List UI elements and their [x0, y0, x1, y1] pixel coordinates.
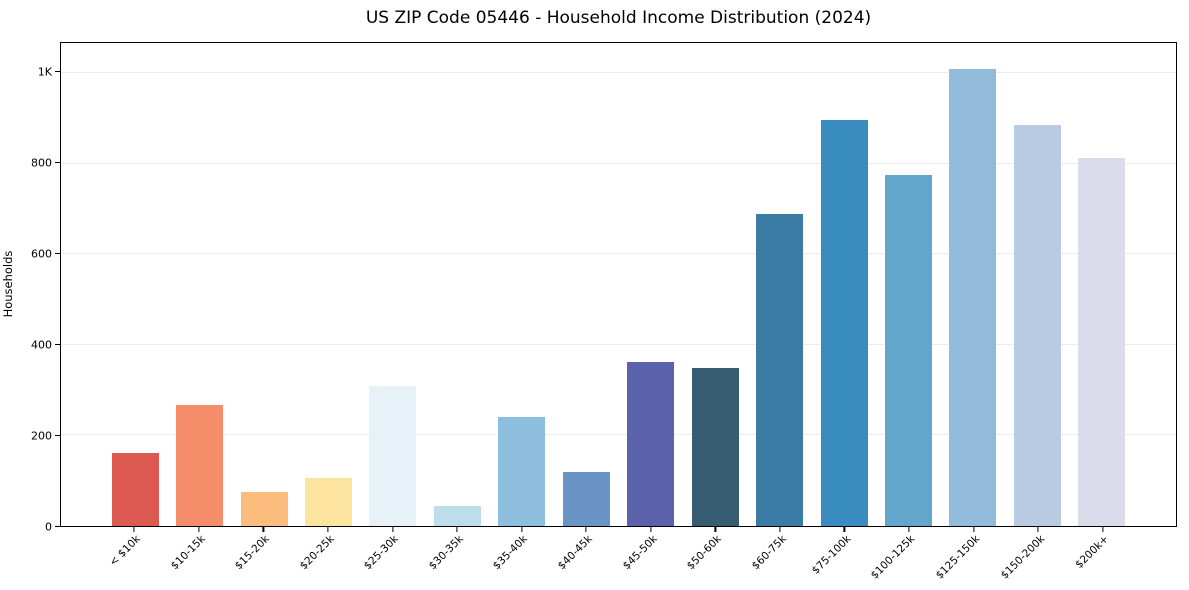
- x-tick-label: $50-60k: [684, 533, 724, 573]
- x-tick-label: $60-75k: [749, 533, 789, 573]
- x-tick-label: $100-125k: [868, 533, 918, 582]
- x-tick-label: $30-35k: [426, 533, 466, 573]
- gridline: [61, 434, 1176, 436]
- x-tick-mark: [521, 527, 523, 532]
- x-tick-mark: [585, 527, 587, 532]
- y-tick-label: 800: [31, 156, 52, 170]
- bar-$100-125k: [884, 175, 932, 526]
- bar-$30-35k: [433, 506, 481, 526]
- plot-area: [60, 42, 1177, 527]
- bar-$60-75k: [756, 214, 804, 526]
- bar-slot: [876, 43, 940, 526]
- bar-$125-150k: [949, 68, 997, 526]
- x-tick-mark: [133, 527, 135, 532]
- bar-slot: [683, 43, 747, 526]
- x-tick-mark: [456, 527, 458, 532]
- x-tick-mark: [650, 527, 652, 532]
- chart-title: US ZIP Code 05446 - Household Income Dis…: [365, 8, 872, 28]
- x-tick-label: $200k+: [1073, 533, 1112, 571]
- bar-$50-60k: [691, 368, 739, 526]
- y-tick-label: 600: [31, 247, 52, 261]
- bar-slot: [1005, 43, 1069, 526]
- x-tick-mark: [714, 527, 716, 532]
- bar-slot: [167, 43, 231, 526]
- x-tick-mark: [391, 527, 394, 532]
- bar-$25-30k: [369, 386, 417, 526]
- y-tick-mark: [55, 161, 60, 164]
- x-tick-mark: [972, 527, 975, 532]
- bar-$35-40k: [498, 417, 546, 526]
- y-tick-label: 200: [31, 429, 52, 443]
- bar-< $10k: [111, 452, 159, 526]
- y-tick-mark: [55, 525, 60, 527]
- y-tick-label: 1K: [37, 65, 52, 79]
- gridline: [61, 162, 1176, 164]
- bar-slot: [1070, 43, 1134, 526]
- bar-slot: [747, 43, 811, 526]
- bar-$10-15k: [176, 404, 224, 526]
- bar-$75-100k: [820, 119, 868, 526]
- x-tick-mark: [843, 527, 846, 532]
- x-tick-label: $10-15k: [168, 533, 208, 573]
- gridline: [61, 253, 1176, 255]
- y-tick-mark: [55, 434, 60, 437]
- x-tick-label: $75-100k: [809, 533, 853, 577]
- y-tick-mark: [55, 252, 60, 255]
- bar-slot: [103, 43, 167, 526]
- x-tick-mark: [1102, 527, 1104, 532]
- bar-$20-25k: [305, 478, 353, 526]
- y-axis-tick-marks: [55, 42, 60, 527]
- x-tick-mark: [908, 527, 910, 532]
- y-tick-label: 400: [31, 338, 52, 352]
- bar-slot: [554, 43, 618, 526]
- bar-$15-20k: [240, 492, 288, 526]
- bar-slot: [619, 43, 683, 526]
- bar-slot: [425, 43, 489, 526]
- x-tick-mark: [1037, 527, 1039, 532]
- x-tick-label: $20-25k: [297, 533, 337, 573]
- y-tick-mark: [55, 70, 60, 73]
- x-tick-mark: [779, 527, 781, 532]
- x-tick-label: $35-40k: [491, 533, 531, 573]
- y-tick-label: 0: [45, 520, 52, 534]
- y-axis-tick-labels: 0 200 400 600 800 1K: [0, 42, 52, 534]
- bar-$40-45k: [562, 472, 610, 526]
- bar-$45-50k: [627, 361, 675, 526]
- x-axis-tick-marks: [102, 527, 1135, 533]
- gridline: [61, 71, 1176, 73]
- bars-container: [103, 43, 1134, 526]
- x-tick-label: $45-50k: [620, 533, 660, 573]
- x-tick-mark: [262, 527, 264, 532]
- x-axis-tick-labels: < $10k $10-15k $15-20k $20-25k $25-30k $30-35…: [102, 533, 1135, 583]
- x-tick-mark: [327, 527, 329, 532]
- x-tick-label: $15-20k: [232, 533, 272, 573]
- x-tick-label: < $10k: [107, 533, 143, 569]
- bar-slot: [361, 43, 425, 526]
- bar-$200k+: [1078, 157, 1126, 526]
- bar-slot: [296, 43, 360, 526]
- bar-slot: [232, 43, 296, 526]
- x-tick-label: $40-45k: [555, 533, 595, 573]
- x-tick-label: $150-200k: [998, 533, 1047, 582]
- bar-slot: [490, 43, 554, 526]
- x-tick-label: $125-150k: [933, 533, 983, 582]
- x-tick-mark: [198, 527, 200, 532]
- x-tick-label: $25-30k: [361, 533, 402, 573]
- bar-$150-200k: [1013, 125, 1061, 526]
- y-tick-mark: [55, 343, 60, 346]
- bar-slot: [941, 43, 1005, 526]
- gridline: [61, 343, 1176, 345]
- bar-slot: [812, 43, 876, 526]
